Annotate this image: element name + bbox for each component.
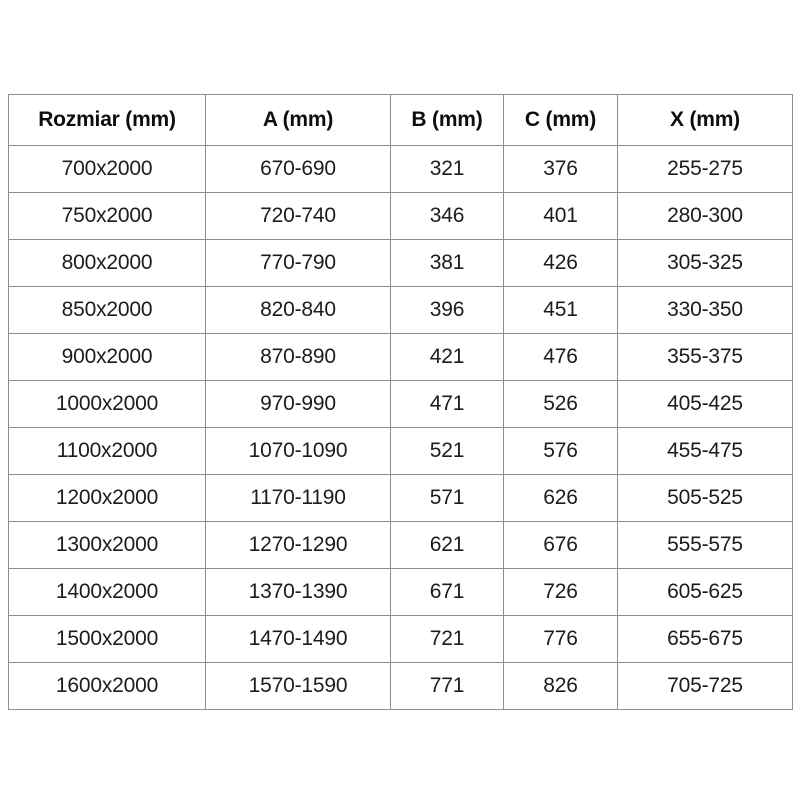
cell-x: 355-375 <box>617 333 793 381</box>
column-header-b: B (mm) <box>390 94 504 146</box>
cell-b: 321 <box>390 145 504 193</box>
table-header-row: Rozmiar (mm) A (mm) B (mm) C (mm) X (mm) <box>8 94 793 146</box>
specification-table: Rozmiar (mm) A (mm) B (mm) C (mm) X (mm)… <box>8 94 793 710</box>
cell-b: 421 <box>390 333 504 381</box>
table-row: 1200x2000 1170-1190 571 626 505-525 <box>8 474 793 522</box>
cell-a: 1570-1590 <box>205 662 391 710</box>
table-row: 750x2000 720-740 346 401 280-300 <box>8 192 793 240</box>
cell-c: 426 <box>503 239 618 287</box>
cell-size: 800x2000 <box>8 239 206 287</box>
cell-b: 771 <box>390 662 504 710</box>
cell-b: 396 <box>390 286 504 334</box>
cell-size: 1600x2000 <box>8 662 206 710</box>
cell-size: 1500x2000 <box>8 615 206 663</box>
cell-x: 655-675 <box>617 615 793 663</box>
table-row: 1300x2000 1270-1290 621 676 555-575 <box>8 521 793 569</box>
cell-a: 1070-1090 <box>205 427 391 475</box>
cell-b: 346 <box>390 192 504 240</box>
cell-x: 305-325 <box>617 239 793 287</box>
cell-a: 820-840 <box>205 286 391 334</box>
cell-a: 970-990 <box>205 380 391 428</box>
cell-c: 776 <box>503 615 618 663</box>
table-row: 900x2000 870-890 421 476 355-375 <box>8 333 793 381</box>
cell-x: 405-425 <box>617 380 793 428</box>
cell-size: 1300x2000 <box>8 521 206 569</box>
table-row: 1600x2000 1570-1590 771 826 705-725 <box>8 662 793 710</box>
cell-c: 676 <box>503 521 618 569</box>
column-header-a: A (mm) <box>205 94 391 146</box>
cell-x: 705-725 <box>617 662 793 710</box>
cell-x: 280-300 <box>617 192 793 240</box>
cell-b: 521 <box>390 427 504 475</box>
cell-c: 376 <box>503 145 618 193</box>
column-header-c: C (mm) <box>503 94 618 146</box>
cell-a: 670-690 <box>205 145 391 193</box>
cell-c: 476 <box>503 333 618 381</box>
cell-x: 555-575 <box>617 521 793 569</box>
cell-a: 870-890 <box>205 333 391 381</box>
cell-c: 526 <box>503 380 618 428</box>
cell-size: 850x2000 <box>8 286 206 334</box>
table-row: 1000x2000 970-990 471 526 405-425 <box>8 380 793 428</box>
column-header-size: Rozmiar (mm) <box>8 94 206 146</box>
cell-b: 471 <box>390 380 504 428</box>
cell-c: 576 <box>503 427 618 475</box>
table-row: 850x2000 820-840 396 451 330-350 <box>8 286 793 334</box>
cell-size: 700x2000 <box>8 145 206 193</box>
column-header-x: X (mm) <box>617 94 793 146</box>
cell-a: 1370-1390 <box>205 568 391 616</box>
cell-x: 455-475 <box>617 427 793 475</box>
table-row: 1100x2000 1070-1090 521 576 455-475 <box>8 427 793 475</box>
cell-x: 330-350 <box>617 286 793 334</box>
table-row: 1500x2000 1470-1490 721 776 655-675 <box>8 615 793 663</box>
cell-x: 505-525 <box>617 474 793 522</box>
cell-size: 1100x2000 <box>8 427 206 475</box>
table-row: 700x2000 670-690 321 376 255-275 <box>8 145 793 193</box>
cell-a: 720-740 <box>205 192 391 240</box>
cell-x: 255-275 <box>617 145 793 193</box>
cell-a: 1270-1290 <box>205 521 391 569</box>
cell-b: 721 <box>390 615 504 663</box>
cell-c: 451 <box>503 286 618 334</box>
cell-x: 605-625 <box>617 568 793 616</box>
table-body: 700x2000 670-690 321 376 255-275 750x200… <box>8 145 793 710</box>
cell-size: 900x2000 <box>8 333 206 381</box>
cell-size: 750x2000 <box>8 192 206 240</box>
cell-a: 770-790 <box>205 239 391 287</box>
cell-b: 381 <box>390 239 504 287</box>
cell-b: 571 <box>390 474 504 522</box>
cell-b: 671 <box>390 568 504 616</box>
table-header: Rozmiar (mm) A (mm) B (mm) C (mm) X (mm) <box>8 94 793 146</box>
specification-table-container: Rozmiar (mm) A (mm) B (mm) C (mm) X (mm)… <box>8 94 793 710</box>
cell-a: 1470-1490 <box>205 615 391 663</box>
table-row: 800x2000 770-790 381 426 305-325 <box>8 239 793 287</box>
cell-b: 621 <box>390 521 504 569</box>
cell-c: 626 <box>503 474 618 522</box>
cell-c: 726 <box>503 568 618 616</box>
table-row: 1400x2000 1370-1390 671 726 605-625 <box>8 568 793 616</box>
cell-a: 1170-1190 <box>205 474 391 522</box>
cell-c: 826 <box>503 662 618 710</box>
cell-size: 1200x2000 <box>8 474 206 522</box>
cell-size: 1400x2000 <box>8 568 206 616</box>
cell-size: 1000x2000 <box>8 380 206 428</box>
cell-c: 401 <box>503 192 618 240</box>
